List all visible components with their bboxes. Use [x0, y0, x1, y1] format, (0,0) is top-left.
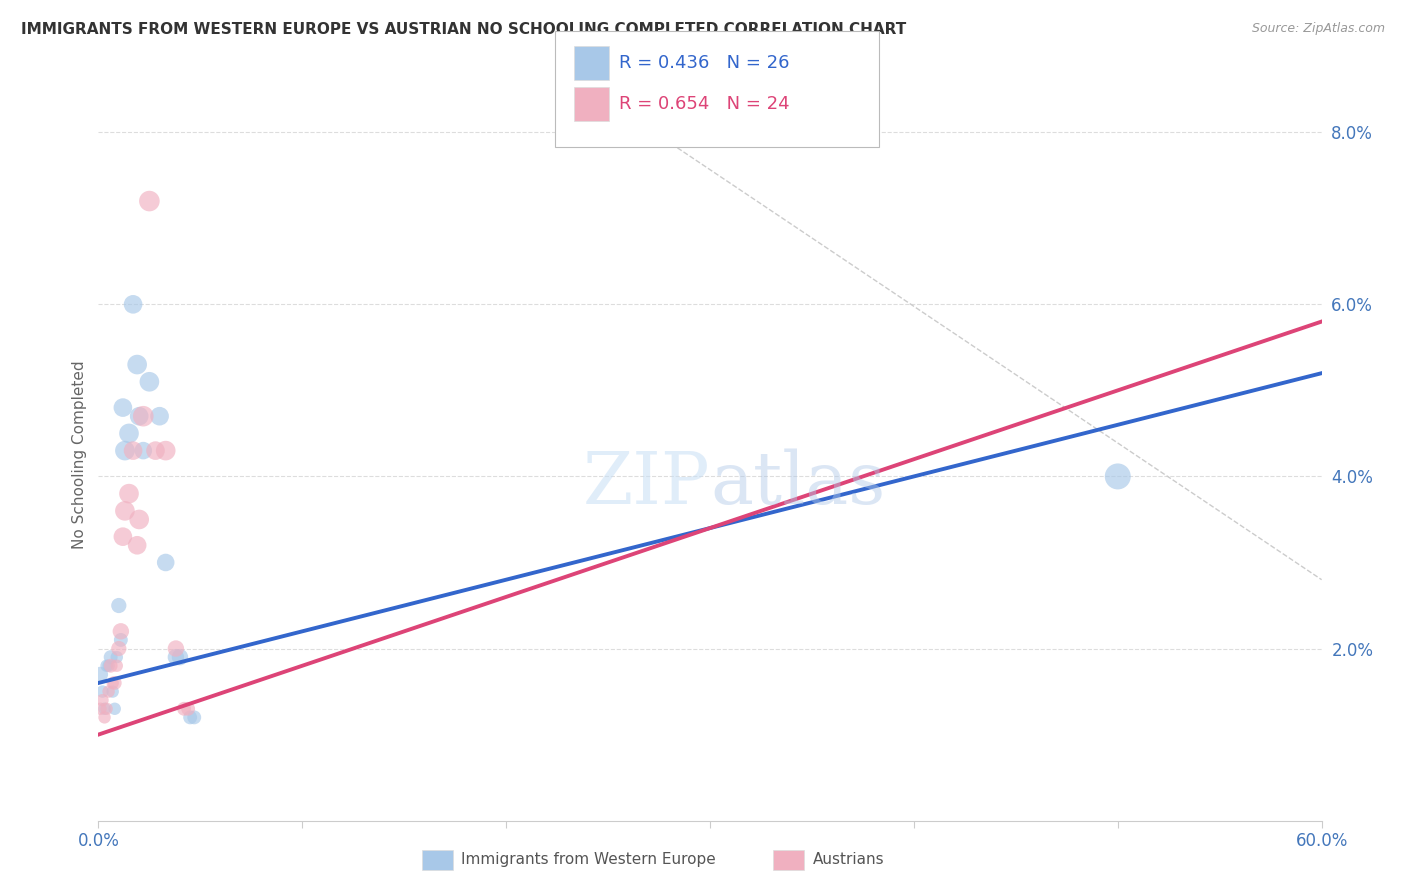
- Point: [173, 702, 195, 716]
- Point: [149, 409, 172, 424]
- Point: [118, 486, 141, 500]
- Point: [118, 426, 141, 441]
- Point: [179, 710, 201, 724]
- Point: [96, 702, 118, 716]
- Point: [97, 658, 120, 673]
- Point: [127, 538, 149, 552]
- Text: Immigrants from Western Europe: Immigrants from Western Europe: [461, 853, 716, 867]
- Point: [97, 684, 120, 698]
- Point: [89, 702, 111, 716]
- Point: [138, 194, 160, 208]
- Point: [105, 650, 128, 665]
- Point: [108, 599, 131, 613]
- Point: [132, 409, 155, 424]
- Point: [111, 530, 134, 544]
- Point: [100, 650, 122, 665]
- Point: [1107, 469, 1129, 483]
- Point: [122, 297, 145, 311]
- Point: [128, 409, 150, 424]
- Point: [177, 702, 200, 716]
- Point: [108, 641, 131, 656]
- Point: [105, 658, 128, 673]
- Point: [91, 684, 114, 698]
- Point: [100, 658, 122, 673]
- Point: [114, 504, 136, 518]
- Point: [128, 512, 150, 526]
- Point: [114, 443, 136, 458]
- Point: [89, 667, 111, 681]
- Point: [169, 650, 191, 665]
- Point: [165, 650, 187, 665]
- Text: R = 0.436   N = 26: R = 0.436 N = 26: [619, 54, 789, 72]
- Text: R = 0.654   N = 24: R = 0.654 N = 24: [619, 95, 789, 113]
- Point: [96, 658, 118, 673]
- Point: [145, 443, 167, 458]
- Point: [138, 375, 160, 389]
- Point: [155, 443, 177, 458]
- Point: [101, 684, 124, 698]
- Point: [111, 401, 134, 415]
- Point: [155, 556, 177, 570]
- Text: Source: ZipAtlas.com: Source: ZipAtlas.com: [1251, 22, 1385, 36]
- Text: Austrians: Austrians: [813, 853, 884, 867]
- Point: [93, 710, 115, 724]
- Point: [110, 632, 132, 647]
- Point: [93, 702, 115, 716]
- Point: [104, 702, 127, 716]
- Text: ZIP: ZIP: [582, 449, 710, 519]
- Point: [110, 624, 132, 639]
- Point: [183, 710, 205, 724]
- Text: atlas: atlas: [710, 449, 886, 519]
- Point: [91, 693, 114, 707]
- Text: IMMIGRANTS FROM WESTERN EUROPE VS AUSTRIAN NO SCHOOLING COMPLETED CORRELATION CH: IMMIGRANTS FROM WESTERN EUROPE VS AUSTRI…: [21, 22, 907, 37]
- Y-axis label: No Schooling Completed: No Schooling Completed: [72, 360, 87, 549]
- Point: [122, 443, 145, 458]
- Point: [127, 358, 149, 372]
- Point: [104, 676, 127, 690]
- Point: [132, 443, 155, 458]
- Point: [165, 641, 187, 656]
- Point: [101, 676, 124, 690]
